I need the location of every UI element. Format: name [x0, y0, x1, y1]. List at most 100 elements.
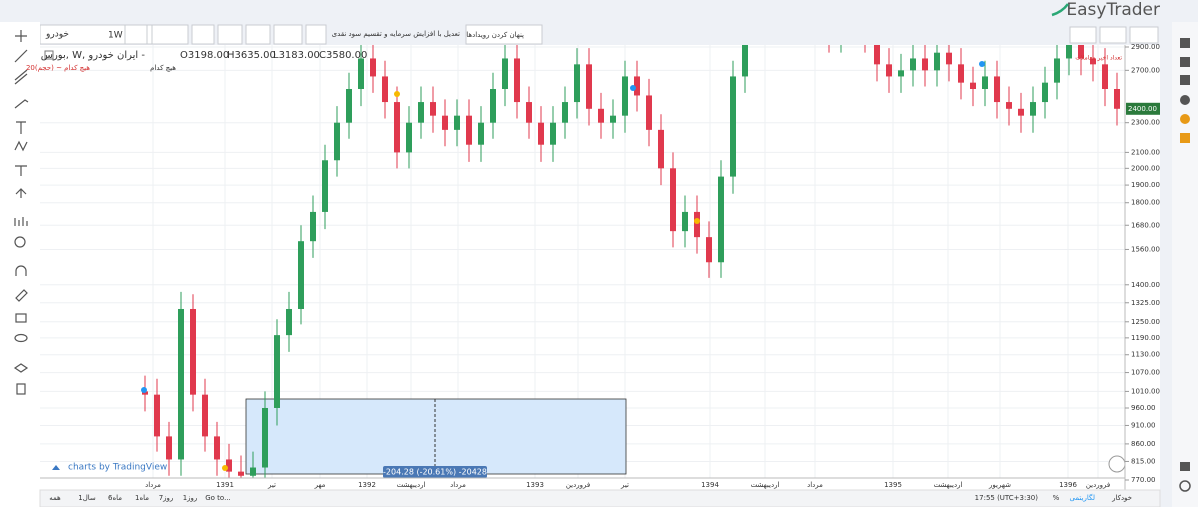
candle-body — [286, 308, 292, 336]
candle-body — [1030, 102, 1036, 116]
logo: EasyTrader — [1066, 0, 1160, 20]
candle-body — [634, 76, 640, 96]
candle-body — [202, 394, 208, 437]
interval[interactable]: 1W — [108, 31, 123, 41]
legend-high: H3635.00 — [227, 50, 276, 61]
watermark-icon — [52, 465, 60, 470]
candle-body — [682, 211, 688, 232]
candle-body — [718, 176, 724, 263]
x-tick-label: 1394 — [701, 481, 719, 489]
range-button[interactable]: همه — [49, 494, 61, 502]
y-tick-label: 2000.00 — [1131, 164, 1160, 172]
candle-body — [370, 58, 376, 77]
measure-label-bg — [383, 466, 487, 478]
legend-open: O3198.00 — [180, 50, 229, 61]
scroll-button[interactable] — [1108, 455, 1126, 473]
candle-body — [1006, 102, 1012, 109]
candle-body — [358, 58, 364, 89]
candle-body — [142, 391, 148, 395]
legend-low: L3183.00 — [273, 50, 320, 61]
range-button[interactable]: 7روز — [159, 494, 174, 502]
candle-body — [970, 82, 976, 89]
candle-body — [598, 108, 604, 123]
x-tick-label: 1391 — [216, 481, 234, 489]
candle-body — [490, 88, 496, 123]
drawing-tools[interactable] — [13, 30, 29, 395]
x-tick-label: 1393 — [526, 481, 544, 489]
candle-body — [982, 76, 988, 89]
candle-body — [742, 45, 748, 77]
y-tick-label: 860.00 — [1131, 440, 1156, 448]
y-tick-label: 1325.00 — [1131, 299, 1160, 307]
last-price: 2400.00 — [1128, 105, 1157, 113]
candle-body — [526, 102, 532, 123]
candle-body — [322, 160, 328, 212]
candle-body — [898, 70, 904, 77]
candle-body — [346, 88, 352, 123]
candle-body — [238, 471, 244, 476]
hide-events[interactable]: پنهان کردن رویدادها — [466, 31, 524, 39]
x-tick-label: مرداد — [450, 481, 466, 489]
candle-body — [934, 52, 940, 71]
last-price-bg — [1126, 102, 1160, 115]
y-tick-label: 1250.00 — [1131, 318, 1160, 326]
candle-body — [334, 122, 340, 161]
candle-body — [226, 459, 232, 472]
candle-body — [610, 115, 616, 123]
percent-toggle[interactable]: % — [1053, 494, 1060, 502]
x-tick-label: فروردین — [1086, 481, 1110, 489]
y-tick-label: 2700.00 — [1131, 66, 1160, 74]
range-button[interactable]: 6ماه — [108, 494, 122, 502]
candle-body — [154, 394, 160, 437]
candle-body — [922, 58, 928, 71]
candle-body — [454, 115, 460, 130]
candle-body — [646, 95, 652, 130]
y-tick-label: 1680.00 — [1131, 221, 1160, 229]
candle-body — [694, 211, 700, 238]
legend-toggle[interactable] — [44, 50, 54, 60]
auto-toggle[interactable]: خودکار — [1111, 494, 1132, 502]
range-button[interactable]: Go to... — [205, 494, 231, 502]
y-tick-label: 1400.00 — [1131, 281, 1160, 289]
x-tick-label: مرداد — [145, 481, 161, 489]
candle-body — [178, 308, 184, 460]
candle-body — [418, 102, 424, 123]
x-tick-label: تیر — [267, 481, 276, 489]
candle-body — [886, 64, 892, 77]
candle-body — [946, 52, 952, 65]
candle-body — [1090, 58, 1096, 65]
candle-body — [214, 436, 220, 460]
x-tick-label: 1395 — [884, 481, 902, 489]
candle-body — [442, 115, 448, 130]
candle-body — [622, 76, 628, 116]
y-tick-label: 2900.00 — [1131, 43, 1160, 51]
footer — [39, 489, 1161, 507]
x-tick-label: مرداد — [807, 481, 823, 489]
candle-body — [250, 467, 256, 476]
candle-body — [394, 102, 400, 153]
candle-body — [1042, 82, 1048, 103]
legend-line3: هیچ کدام — [150, 64, 176, 72]
sidebar-icons[interactable] — [1179, 38, 1191, 492]
candle-body — [166, 436, 172, 460]
symbol: خودرو — [45, 30, 69, 40]
x-tick-label: 1392 — [358, 481, 376, 489]
legend-close: C3580.00 — [319, 50, 367, 61]
range-button[interactable]: 1ماه — [135, 494, 149, 502]
candle-body — [1102, 64, 1108, 89]
log-toggle[interactable]: لگاریتمی — [1070, 493, 1095, 502]
clock: 17:55 (UTC+3:30) — [975, 494, 1039, 502]
candle-body — [910, 58, 916, 71]
event-markers — [141, 61, 985, 471]
y-tick-label: 2300.00 — [1131, 119, 1160, 127]
toolbar-buttons[interactable] — [124, 24, 1159, 45]
x-tick-label: فروردین — [566, 481, 590, 489]
candle-body — [730, 76, 736, 177]
range-button[interactable]: 1روز — [183, 494, 198, 502]
range-button[interactable]: 1سال — [78, 494, 96, 502]
y-tick-label: 910.00 — [1131, 421, 1156, 429]
y-tick-label: 1190.00 — [1131, 334, 1160, 342]
candle-body — [190, 308, 196, 395]
candle-body — [406, 122, 412, 153]
